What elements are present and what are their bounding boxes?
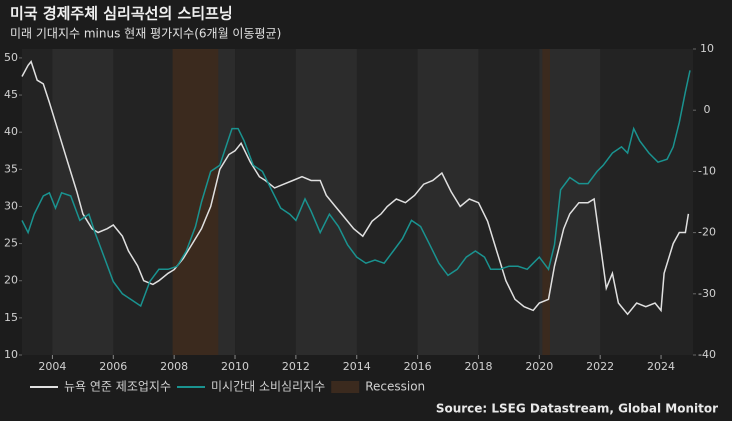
y2-tick-label: -10 bbox=[698, 164, 716, 177]
y2-tick-label: 10 bbox=[700, 42, 714, 55]
y-tick-label: 25 bbox=[4, 237, 18, 250]
y2-tick-label: -30 bbox=[698, 287, 716, 300]
y2-tick-label: 0 bbox=[704, 103, 711, 116]
x-tick-label: 2004 bbox=[38, 360, 66, 373]
x-tick-label: 2010 bbox=[221, 360, 249, 373]
recession bbox=[542, 49, 550, 355]
x-tick-label: 2024 bbox=[647, 360, 675, 373]
y2-tick-label: -40 bbox=[698, 348, 716, 361]
y-tick-label: 30 bbox=[4, 199, 18, 212]
x-tick-label: 2014 bbox=[343, 360, 371, 373]
y-tick-label: 40 bbox=[4, 125, 18, 138]
x-tick-label: 2006 bbox=[99, 360, 127, 373]
band bbox=[417, 49, 479, 355]
y-tick-label: 20 bbox=[4, 274, 18, 287]
legend-label: Recession bbox=[365, 380, 425, 394]
x-tick-label: 2018 bbox=[464, 360, 492, 373]
x-tick-label: 2012 bbox=[282, 360, 310, 373]
y-tick-label: 45 bbox=[4, 88, 18, 101]
x-tick-label: 2020 bbox=[525, 360, 553, 373]
y-tick-label: 35 bbox=[4, 162, 18, 175]
x-tick-label: 2022 bbox=[586, 360, 614, 373]
legend-label: 뉴욕 연준 제조업지수 bbox=[64, 380, 171, 394]
x-tick-label: 2008 bbox=[160, 360, 188, 373]
series-line bbox=[21, 70, 691, 308]
y2-tick-label: -20 bbox=[698, 226, 716, 239]
y-tick-label: 10 bbox=[4, 348, 18, 361]
source: Source: LSEG Datastream, Global Monitor bbox=[436, 402, 718, 416]
legend-label: 미시간대 소비심리지수 bbox=[211, 380, 325, 394]
recession bbox=[172, 49, 219, 355]
series-line bbox=[21, 60, 690, 316]
chart-subtitle: 미래 기대지수 minus 현재 평가지수(6개월 이동평균) bbox=[10, 27, 281, 41]
band bbox=[295, 49, 357, 355]
y-tick-label: 15 bbox=[4, 311, 18, 324]
y-tick-label: 50 bbox=[4, 51, 18, 64]
chart-title: 미국 경제주체 심리곡선의 스티프닝 bbox=[10, 5, 233, 23]
legend-swatch bbox=[331, 381, 360, 393]
band bbox=[52, 49, 114, 355]
x-tick-label: 2016 bbox=[404, 360, 432, 373]
